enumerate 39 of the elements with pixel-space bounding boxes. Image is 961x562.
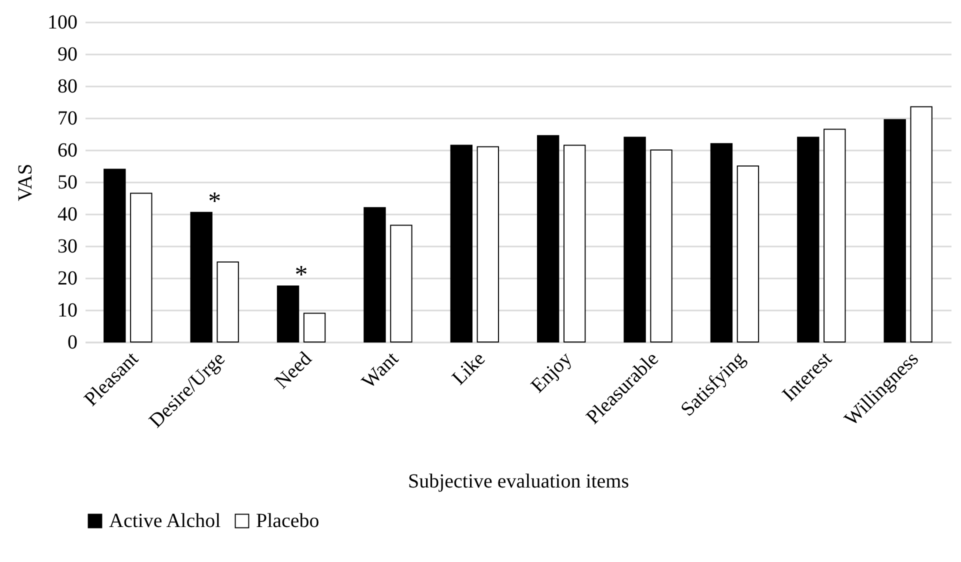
bar — [216, 262, 239, 342]
x-tick-label: Like — [448, 348, 490, 390]
bar — [797, 136, 820, 342]
bar — [910, 106, 932, 342]
y-tick-label: 30 — [58, 236, 78, 258]
annotation: * — [294, 260, 308, 289]
y-tick-label: 70 — [58, 108, 78, 130]
bar — [364, 207, 386, 342]
bar — [736, 166, 760, 342]
bar — [824, 128, 846, 342]
y-axis-title: VAS — [14, 164, 36, 202]
legend-label: Placebo — [256, 510, 320, 532]
legend-label: Active Alchol — [109, 510, 222, 532]
annotation: * — [208, 186, 222, 216]
y-tick-label: 20 — [58, 268, 78, 290]
bar — [276, 286, 300, 342]
bar — [476, 146, 499, 342]
y-tick-label: 0 — [68, 332, 78, 354]
y-tick-label: 40 — [58, 204, 78, 226]
bar — [884, 119, 906, 342]
bar — [563, 144, 586, 342]
x-tick-label: Want — [358, 347, 404, 393]
y-tick-label: 100 — [48, 12, 78, 34]
x-axis-title: Subjective evaluation items — [408, 470, 630, 492]
bar — [450, 144, 473, 342]
y-tick-label: 10 — [58, 300, 78, 322]
bar — [303, 312, 326, 342]
bar — [104, 168, 126, 342]
bar — [190, 212, 212, 342]
bar — [650, 150, 672, 342]
bar — [710, 143, 733, 342]
bar — [130, 192, 152, 342]
y-tick-label: 90 — [58, 44, 78, 66]
y-tick-label: 80 — [58, 76, 78, 98]
bar — [390, 224, 412, 342]
y-tick-label: 50 — [58, 172, 78, 194]
bar — [537, 135, 560, 342]
bar — [624, 136, 646, 342]
y-tick-label: 60 — [58, 140, 78, 162]
